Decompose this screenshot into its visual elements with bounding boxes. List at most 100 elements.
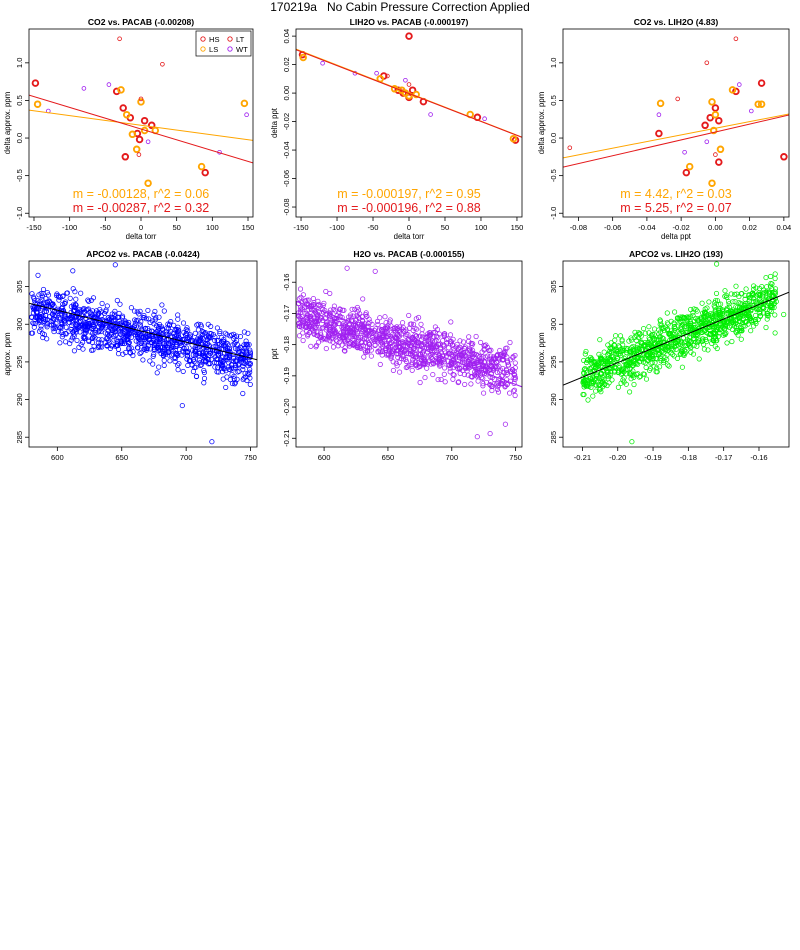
- data-point: [475, 378, 481, 384]
- data-point: [719, 311, 725, 317]
- data-point: [510, 355, 516, 361]
- data-point: [728, 291, 734, 297]
- data-point: [151, 312, 157, 318]
- data-point-lt: [406, 82, 412, 87]
- data-point: [119, 315, 125, 321]
- data-point: [331, 303, 337, 309]
- data-point: [74, 327, 80, 333]
- data-point: [773, 299, 779, 305]
- data-point-ls: [128, 130, 137, 139]
- data-point: [760, 291, 766, 297]
- data-point-outlier: [372, 268, 378, 274]
- data-point: [490, 367, 496, 373]
- data-point-ls: [656, 99, 665, 108]
- data-point-hs: [780, 153, 788, 161]
- data-point: [142, 326, 148, 332]
- data-point: [614, 350, 620, 356]
- data-point: [628, 349, 634, 356]
- panel-2: LIH2O vs. PACAB (-0.000197) m = -0.000197…: [270, 17, 523, 241]
- data-point: [627, 366, 633, 372]
- data-point: [643, 351, 649, 357]
- data-point: [106, 333, 112, 339]
- data-point: [479, 374, 485, 381]
- data-point: [505, 359, 511, 365]
- data-point: [337, 307, 343, 313]
- chart-title: CO2 vs. LIH2O (4.83): [634, 17, 719, 27]
- data-point: [633, 361, 639, 367]
- data-point: [316, 317, 322, 324]
- data-point: [63, 339, 69, 345]
- data-point: [411, 346, 417, 352]
- data-point: [197, 350, 203, 356]
- data-point: [457, 344, 463, 350]
- data-point: [746, 298, 752, 304]
- data-point-outlier: [209, 439, 215, 445]
- y-tick-label: 0.04: [282, 29, 291, 44]
- data-point: [666, 330, 672, 336]
- data-point: [51, 316, 57, 322]
- data-point: [181, 346, 187, 352]
- data-point: [691, 306, 697, 312]
- data-point: [483, 379, 490, 385]
- data-point: [165, 349, 171, 355]
- data-point: [394, 324, 400, 330]
- data-point: [133, 338, 139, 344]
- data-point: [357, 345, 363, 351]
- data-point: [428, 345, 434, 351]
- data-point: [316, 302, 322, 308]
- data-point: [163, 340, 169, 346]
- data-point: [507, 339, 513, 346]
- data-point: [701, 341, 707, 347]
- data-point: [176, 330, 182, 336]
- data-point: [318, 330, 324, 336]
- data-point: [771, 304, 777, 311]
- data-point: [136, 333, 142, 339]
- x-tick-label: -150: [293, 223, 308, 232]
- legend-marker-wt: [227, 46, 233, 52]
- data-point: [296, 312, 302, 319]
- data-point-lt: [733, 36, 739, 42]
- data-point: [610, 354, 616, 360]
- data-point: [35, 298, 41, 304]
- data-point: [455, 350, 461, 356]
- data-point: [348, 325, 354, 331]
- data-point: [593, 382, 599, 388]
- data-point: [75, 314, 82, 320]
- data-point: [113, 332, 119, 338]
- data-point: [699, 300, 705, 306]
- data-point: [406, 325, 412, 331]
- data-point: [332, 322, 338, 328]
- data-point: [218, 365, 224, 371]
- data-point: [693, 306, 699, 313]
- data-point: [394, 363, 400, 369]
- data-point: [420, 342, 426, 348]
- y-tick-label: 290: [549, 393, 558, 406]
- data-point: [712, 308, 718, 314]
- data-point: [185, 362, 191, 368]
- data-point: [224, 374, 230, 380]
- data-point: [167, 321, 173, 327]
- data-point: [649, 334, 655, 340]
- y-tick-label: -0.5: [549, 169, 558, 182]
- data-point: [215, 364, 221, 371]
- data-point: [103, 325, 109, 331]
- data-point: [213, 343, 219, 349]
- data-point-hs: [655, 129, 663, 138]
- data-point: [167, 358, 173, 364]
- data-point: [330, 339, 336, 345]
- data-point: [661, 350, 667, 356]
- data-point: [208, 323, 214, 329]
- data-point: [327, 290, 333, 296]
- data-point: [90, 330, 96, 336]
- data-point: [472, 361, 478, 367]
- data-point: [763, 297, 769, 303]
- data-point: [390, 331, 396, 337]
- data-point: [241, 345, 247, 352]
- data-point: [400, 320, 406, 326]
- chart-title: APCO2 vs. LIH2O (193): [629, 249, 723, 259]
- data-point: [212, 364, 218, 370]
- data-point: [159, 302, 165, 308]
- data-point: [450, 376, 456, 382]
- data-point: [83, 316, 89, 322]
